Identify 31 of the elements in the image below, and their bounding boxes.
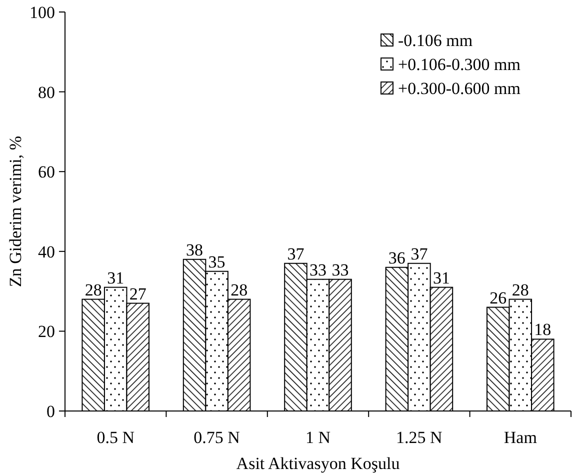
x-tick-label: 0.75 N <box>194 428 240 447</box>
data-label: 33 <box>332 260 349 280</box>
data-label: 33 <box>310 260 326 280</box>
y-tick-label: 20 <box>38 322 55 342</box>
data-label: 37 <box>287 244 305 264</box>
y-tick-label: 60 <box>38 162 55 182</box>
y-tick-label: 100 <box>30 2 55 22</box>
x-axis-title: Asit Aktivasyon Koşulu <box>236 454 400 473</box>
x-tick-label: Ham <box>504 428 537 447</box>
x-tick-label: 1.25 N <box>396 428 442 447</box>
data-label: 31 <box>107 268 124 288</box>
y-tick-label: 40 <box>38 242 55 262</box>
legend-label: +0.300-0.600 mm <box>398 78 520 98</box>
y-axis-title: Zn Giderim verimi, % <box>6 136 25 288</box>
data-label: 27 <box>129 284 147 304</box>
data-label: 38 <box>186 240 204 260</box>
data-label: 28 <box>512 280 529 300</box>
data-label: 36 <box>388 248 406 268</box>
y-tick-label: 0 <box>46 402 55 421</box>
legend-label: +0.106-0.300 mm <box>398 54 520 74</box>
y-tick-label: 80 <box>38 82 55 102</box>
data-label: 35 <box>208 252 226 272</box>
data-label: 37 <box>410 244 428 264</box>
x-tick-label: 0.5 N <box>96 428 134 447</box>
data-label: 28 <box>230 280 248 300</box>
data-label: 28 <box>84 280 102 300</box>
legend-label: -0.106 mm <box>398 30 473 50</box>
data-label: 18 <box>534 320 552 340</box>
data-label: 31 <box>432 268 450 288</box>
data-label: 26 <box>490 288 507 308</box>
x-tick-label: 1 N <box>305 428 331 447</box>
